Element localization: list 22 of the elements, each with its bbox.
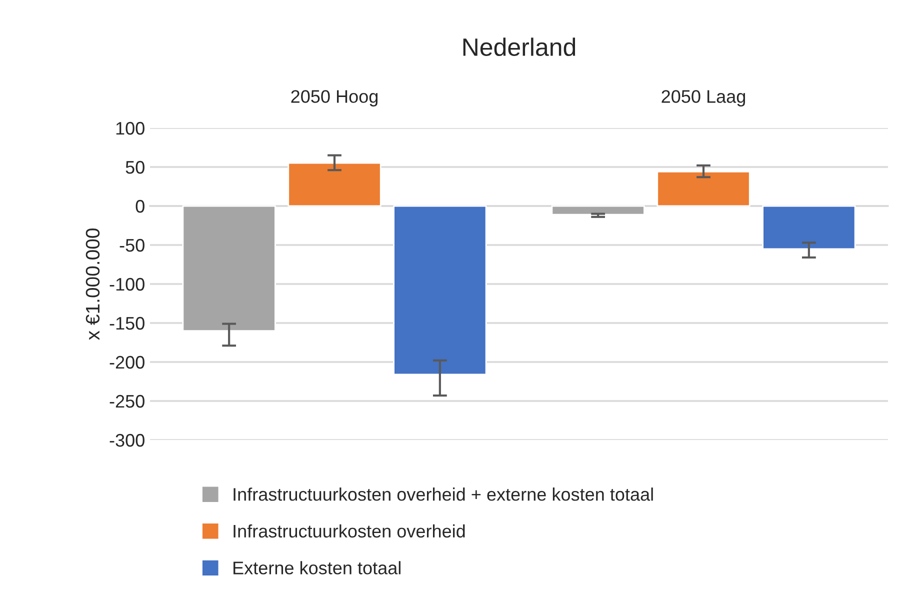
legend-label: Infrastructuurkosten overheid + externe kosten totaal <box>234 488 653 501</box>
y-tick-label: -150 <box>110 316 144 330</box>
legend-label: Infrastructuurkosten overheid <box>234 524 465 538</box>
y-tick-label: 100 <box>116 122 144 135</box>
bar <box>656 170 750 207</box>
bar <box>393 205 487 376</box>
y-tick-label: -250 <box>110 394 144 408</box>
y-tick-label: -200 <box>110 356 144 369</box>
chart-title: Nederland <box>463 38 576 56</box>
bar <box>551 205 645 216</box>
y-tick-label: 50 <box>126 160 144 174</box>
legend-label: Externe kosten totaal <box>234 561 400 574</box>
bar <box>762 205 856 250</box>
y-tick-label: -50 <box>120 238 144 252</box>
y-tick-label: 0 <box>136 200 144 213</box>
x-tick-label: 2050 Laag <box>662 90 746 106</box>
y-tick-label: -100 <box>110 278 144 291</box>
y-tick-label: -300 <box>110 434 144 447</box>
bar <box>182 205 276 332</box>
x-tick-label: 2050 Hoog <box>291 90 378 106</box>
bar <box>288 162 382 207</box>
y-axis-title: x €1.000.000 <box>86 228 100 340</box>
